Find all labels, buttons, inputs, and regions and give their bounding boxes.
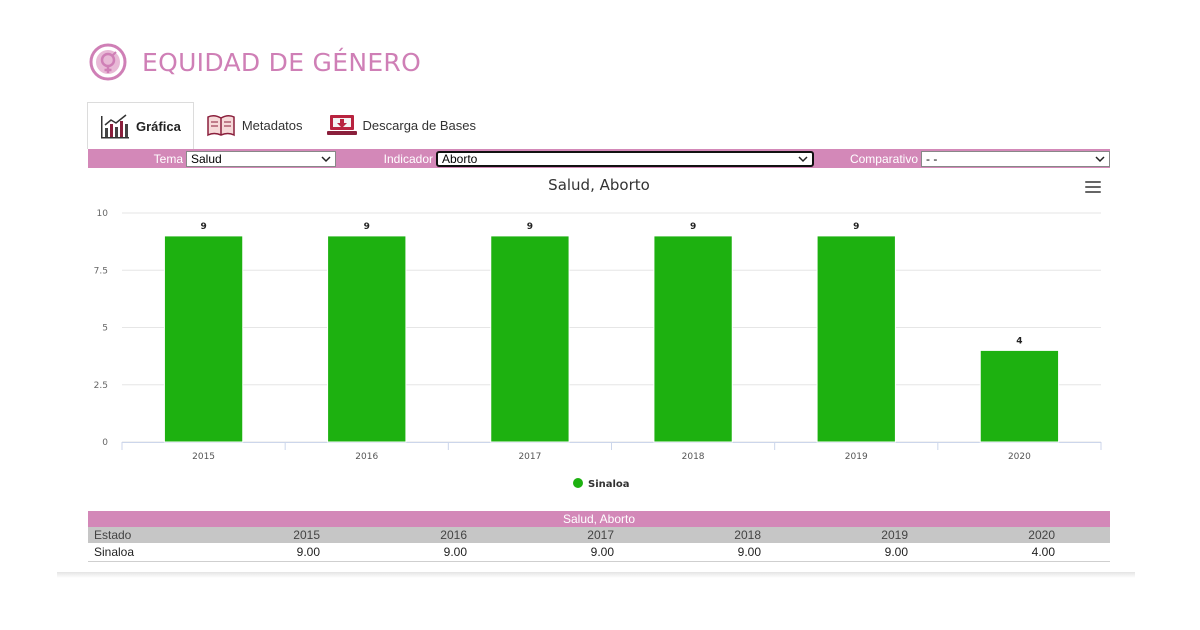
data-label: 4 xyxy=(1016,336,1022,346)
gender-equality-icon xyxy=(89,43,127,81)
cell-value: 9.00 xyxy=(669,543,816,562)
bar-chart: Salud, Aborto 0 2.5 5 7.5 10 2015 2016 2017 2018… xyxy=(94,176,1102,490)
header-year: 2020 xyxy=(963,527,1110,543)
chart-title: Salud, Aborto xyxy=(548,176,650,194)
indicador-label: Indicador xyxy=(383,151,433,166)
chevron-down-icon xyxy=(1095,155,1105,162)
cell-value: 9.00 xyxy=(228,543,375,562)
tab-grafica[interactable]: Gráfica xyxy=(87,102,194,149)
header-year: 2015 xyxy=(228,527,375,543)
header-year: 2016 xyxy=(375,527,522,543)
header-year: 2017 xyxy=(522,527,669,543)
data-label: 9 xyxy=(200,222,206,232)
x-tick-label: 2017 xyxy=(518,452,541,462)
cell-state: Sinaloa xyxy=(88,543,228,562)
data-label: 9 xyxy=(527,222,533,232)
app-header: EQUIDAD DE GÉNERO xyxy=(88,40,421,84)
bar-2016[interactable] xyxy=(327,235,407,443)
x-tick-label: 2018 xyxy=(682,452,705,462)
data-label: 9 xyxy=(853,222,859,232)
chart-menu-icon[interactable] xyxy=(1085,181,1101,193)
x-tick-label: 2015 xyxy=(192,452,215,462)
bar-2018[interactable] xyxy=(653,235,733,443)
data-label: 9 xyxy=(364,222,370,232)
tab-bar: Gráfica Metadatos Descarga de Bases xyxy=(87,102,488,149)
data-table: Salud, Aborto Estado 2015 2016 2017 2018… xyxy=(88,511,1110,562)
header-year: 2018 xyxy=(669,527,816,543)
tab-grafica-label: Gráfica xyxy=(136,118,181,134)
legend-marker xyxy=(573,478,583,488)
bar-chart-icon xyxy=(101,114,129,139)
divider xyxy=(57,572,1135,578)
download-laptop-icon xyxy=(326,115,357,135)
app-title: EQUIDAD DE GÉNERO xyxy=(142,47,422,77)
cell-value: 9.00 xyxy=(522,543,669,562)
chevron-down-icon xyxy=(321,155,331,162)
cell-value: 9.00 xyxy=(375,543,522,562)
tema-select[interactable]: Salud xyxy=(186,150,336,167)
comparativo-select[interactable]: - - xyxy=(921,150,1110,167)
chevron-down-icon xyxy=(798,155,808,162)
tema-label: Tema xyxy=(153,151,183,166)
table-header-row: Estado 2015 2016 2017 2018 2019 2020 xyxy=(88,527,1110,543)
header-estado: Estado xyxy=(88,527,228,543)
indicador-select[interactable]: Aborto xyxy=(436,150,814,167)
tab-metadatos-label: Metadatos xyxy=(241,117,303,133)
book-icon xyxy=(207,114,235,137)
filter-bar: Tema Salud Indicador Aborto Comparativo … xyxy=(88,149,1110,168)
bar-2020[interactable] xyxy=(979,349,1060,443)
table-caption: Salud, Aborto xyxy=(88,511,1110,527)
tab-descarga-de-bases[interactable]: Descarga de Bases xyxy=(315,102,488,148)
bar-2017[interactable] xyxy=(490,235,570,443)
y-tick-label: 7.5 xyxy=(94,266,108,276)
legend-item-sinaloa[interactable]: Sinaloa xyxy=(588,479,630,490)
data-label: 9 xyxy=(690,222,696,232)
table-row: Sinaloa 9.00 9.00 9.00 9.00 9.00 4.00 xyxy=(88,543,1110,562)
bar-2015[interactable] xyxy=(163,235,244,443)
y-tick-label: 0 xyxy=(102,438,108,448)
indicador-value: Aborto xyxy=(442,151,478,166)
cell-value: 9.00 xyxy=(816,543,963,562)
y-tick-label: 10 xyxy=(97,209,109,219)
y-tick-label: 5 xyxy=(102,324,108,334)
y-tick-label: 2.5 xyxy=(94,381,108,391)
tab-descarga-label: Descarga de Bases xyxy=(362,117,476,133)
tema-value: Salud xyxy=(191,151,222,166)
bar-2019[interactable] xyxy=(816,235,896,443)
cell-value: 4.00 xyxy=(963,543,1110,562)
comparativo-label: Comparativo xyxy=(849,151,918,166)
x-tick-label: 2019 xyxy=(845,452,868,462)
header-year: 2019 xyxy=(816,527,963,543)
x-tick-label: 2020 xyxy=(1008,452,1031,462)
tab-metadatos[interactable]: Metadatos xyxy=(194,102,315,148)
comparativo-value: - - xyxy=(926,151,938,166)
x-tick-label: 2016 xyxy=(355,452,378,462)
